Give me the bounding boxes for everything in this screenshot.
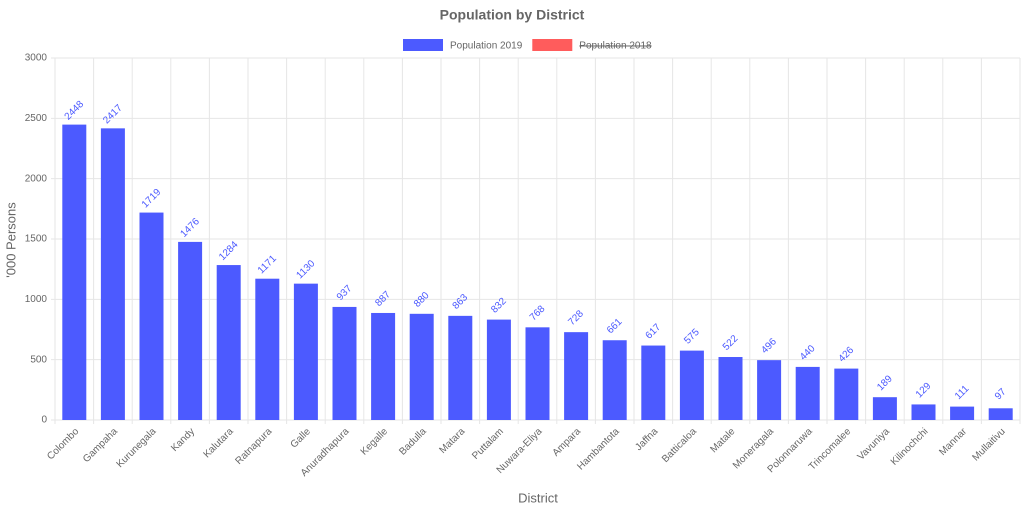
x-tick-label: Ampara (551, 426, 584, 459)
x-axis-label: District (518, 490, 558, 505)
data-label: 887 (373, 289, 393, 309)
data-label: 426 (837, 345, 857, 365)
bar (216, 265, 241, 420)
y-axis-label: '000 Persons (3, 202, 18, 278)
x-tick-label: Batticaloa (660, 426, 699, 465)
data-label: 1130 (295, 258, 318, 281)
data-label: 2448 (63, 99, 87, 123)
data-label: 189 (875, 373, 895, 393)
x-tick-label: Jaffna (633, 426, 660, 453)
legend-label: Population 2018 (579, 41, 652, 52)
x-tick-label: Gampaha (81, 426, 120, 465)
bar (486, 319, 511, 420)
data-label: 97 (993, 386, 1009, 402)
data-label: 129 (914, 380, 934, 400)
x-tick-label: Mannar (937, 426, 969, 458)
bar (834, 368, 859, 420)
data-label: 575 (682, 327, 702, 347)
bar (602, 340, 627, 420)
data-label: 111 (953, 383, 972, 402)
data-label: 1171 (256, 253, 279, 276)
bar (641, 345, 666, 420)
data-label: 496 (759, 336, 779, 356)
x-tick-label: Vavuniya (856, 426, 893, 463)
y-tick-label: 2000 (25, 173, 48, 184)
bar (718, 357, 743, 420)
data-label: 617 (644, 322, 664, 342)
legend-swatch (532, 39, 573, 51)
x-tick-label: Kegalle (359, 426, 391, 458)
bar (448, 315, 473, 420)
x-tick-label: Ratnapura (233, 426, 274, 467)
bar (757, 360, 782, 420)
bar (293, 283, 318, 420)
data-label: 2417 (101, 102, 125, 126)
x-tick-label: Mullaitivu (970, 426, 1007, 463)
bar (178, 241, 203, 420)
data-label: 863 (451, 292, 471, 312)
data-label: 768 (528, 303, 548, 323)
data-label: 1476 (178, 216, 202, 240)
data-label: 832 (489, 296, 509, 316)
legend-swatch (403, 39, 443, 51)
data-label: 1719 (140, 187, 164, 211)
bar (409, 313, 434, 420)
bar (100, 128, 125, 420)
bar (564, 332, 589, 420)
y-tick-label: 3000 (25, 53, 48, 64)
chart-title: Population by District (440, 7, 585, 23)
data-label: 522 (721, 333, 741, 353)
bar (525, 327, 550, 420)
bar (950, 406, 975, 420)
bar (911, 404, 936, 420)
x-tick-label: Puttalam (470, 426, 506, 462)
x-tick-label: Kandy (169, 426, 197, 454)
y-tick-label: 500 (30, 354, 47, 365)
x-tick-label: Badulla (397, 426, 429, 458)
x-tick-label: Colombo (45, 426, 81, 462)
x-tick-label: Trincomalee (807, 426, 854, 473)
x-tick-label: Kurunegala (115, 426, 159, 470)
bar (332, 306, 357, 420)
bar (62, 124, 87, 420)
legend-label: Population 2019 (450, 41, 523, 52)
x-tick-label: Kalutara (202, 426, 236, 460)
y-tick-label: 0 (41, 415, 47, 426)
bar (872, 397, 897, 420)
data-label: 661 (605, 316, 625, 336)
x-tick-label: Galle (289, 426, 314, 451)
bar (255, 278, 280, 420)
bar (139, 212, 164, 420)
x-tick-label: Kilinochchi (889, 426, 931, 468)
y-tick-label: 2500 (25, 113, 48, 124)
bar (988, 408, 1013, 420)
data-label: 937 (335, 283, 355, 303)
bar (679, 350, 704, 420)
data-label: 728 (566, 308, 586, 328)
bar (371, 312, 396, 420)
y-tick-label: 1500 (25, 234, 48, 245)
bar (795, 366, 820, 420)
data-label: 1284 (217, 239, 241, 263)
y-tick-label: 1000 (25, 294, 48, 305)
x-tick-label: Matale (708, 426, 737, 455)
x-tick-label: Hambantota (575, 426, 622, 473)
data-label: 880 (412, 290, 432, 310)
x-tick-label: Matara (438, 426, 468, 456)
